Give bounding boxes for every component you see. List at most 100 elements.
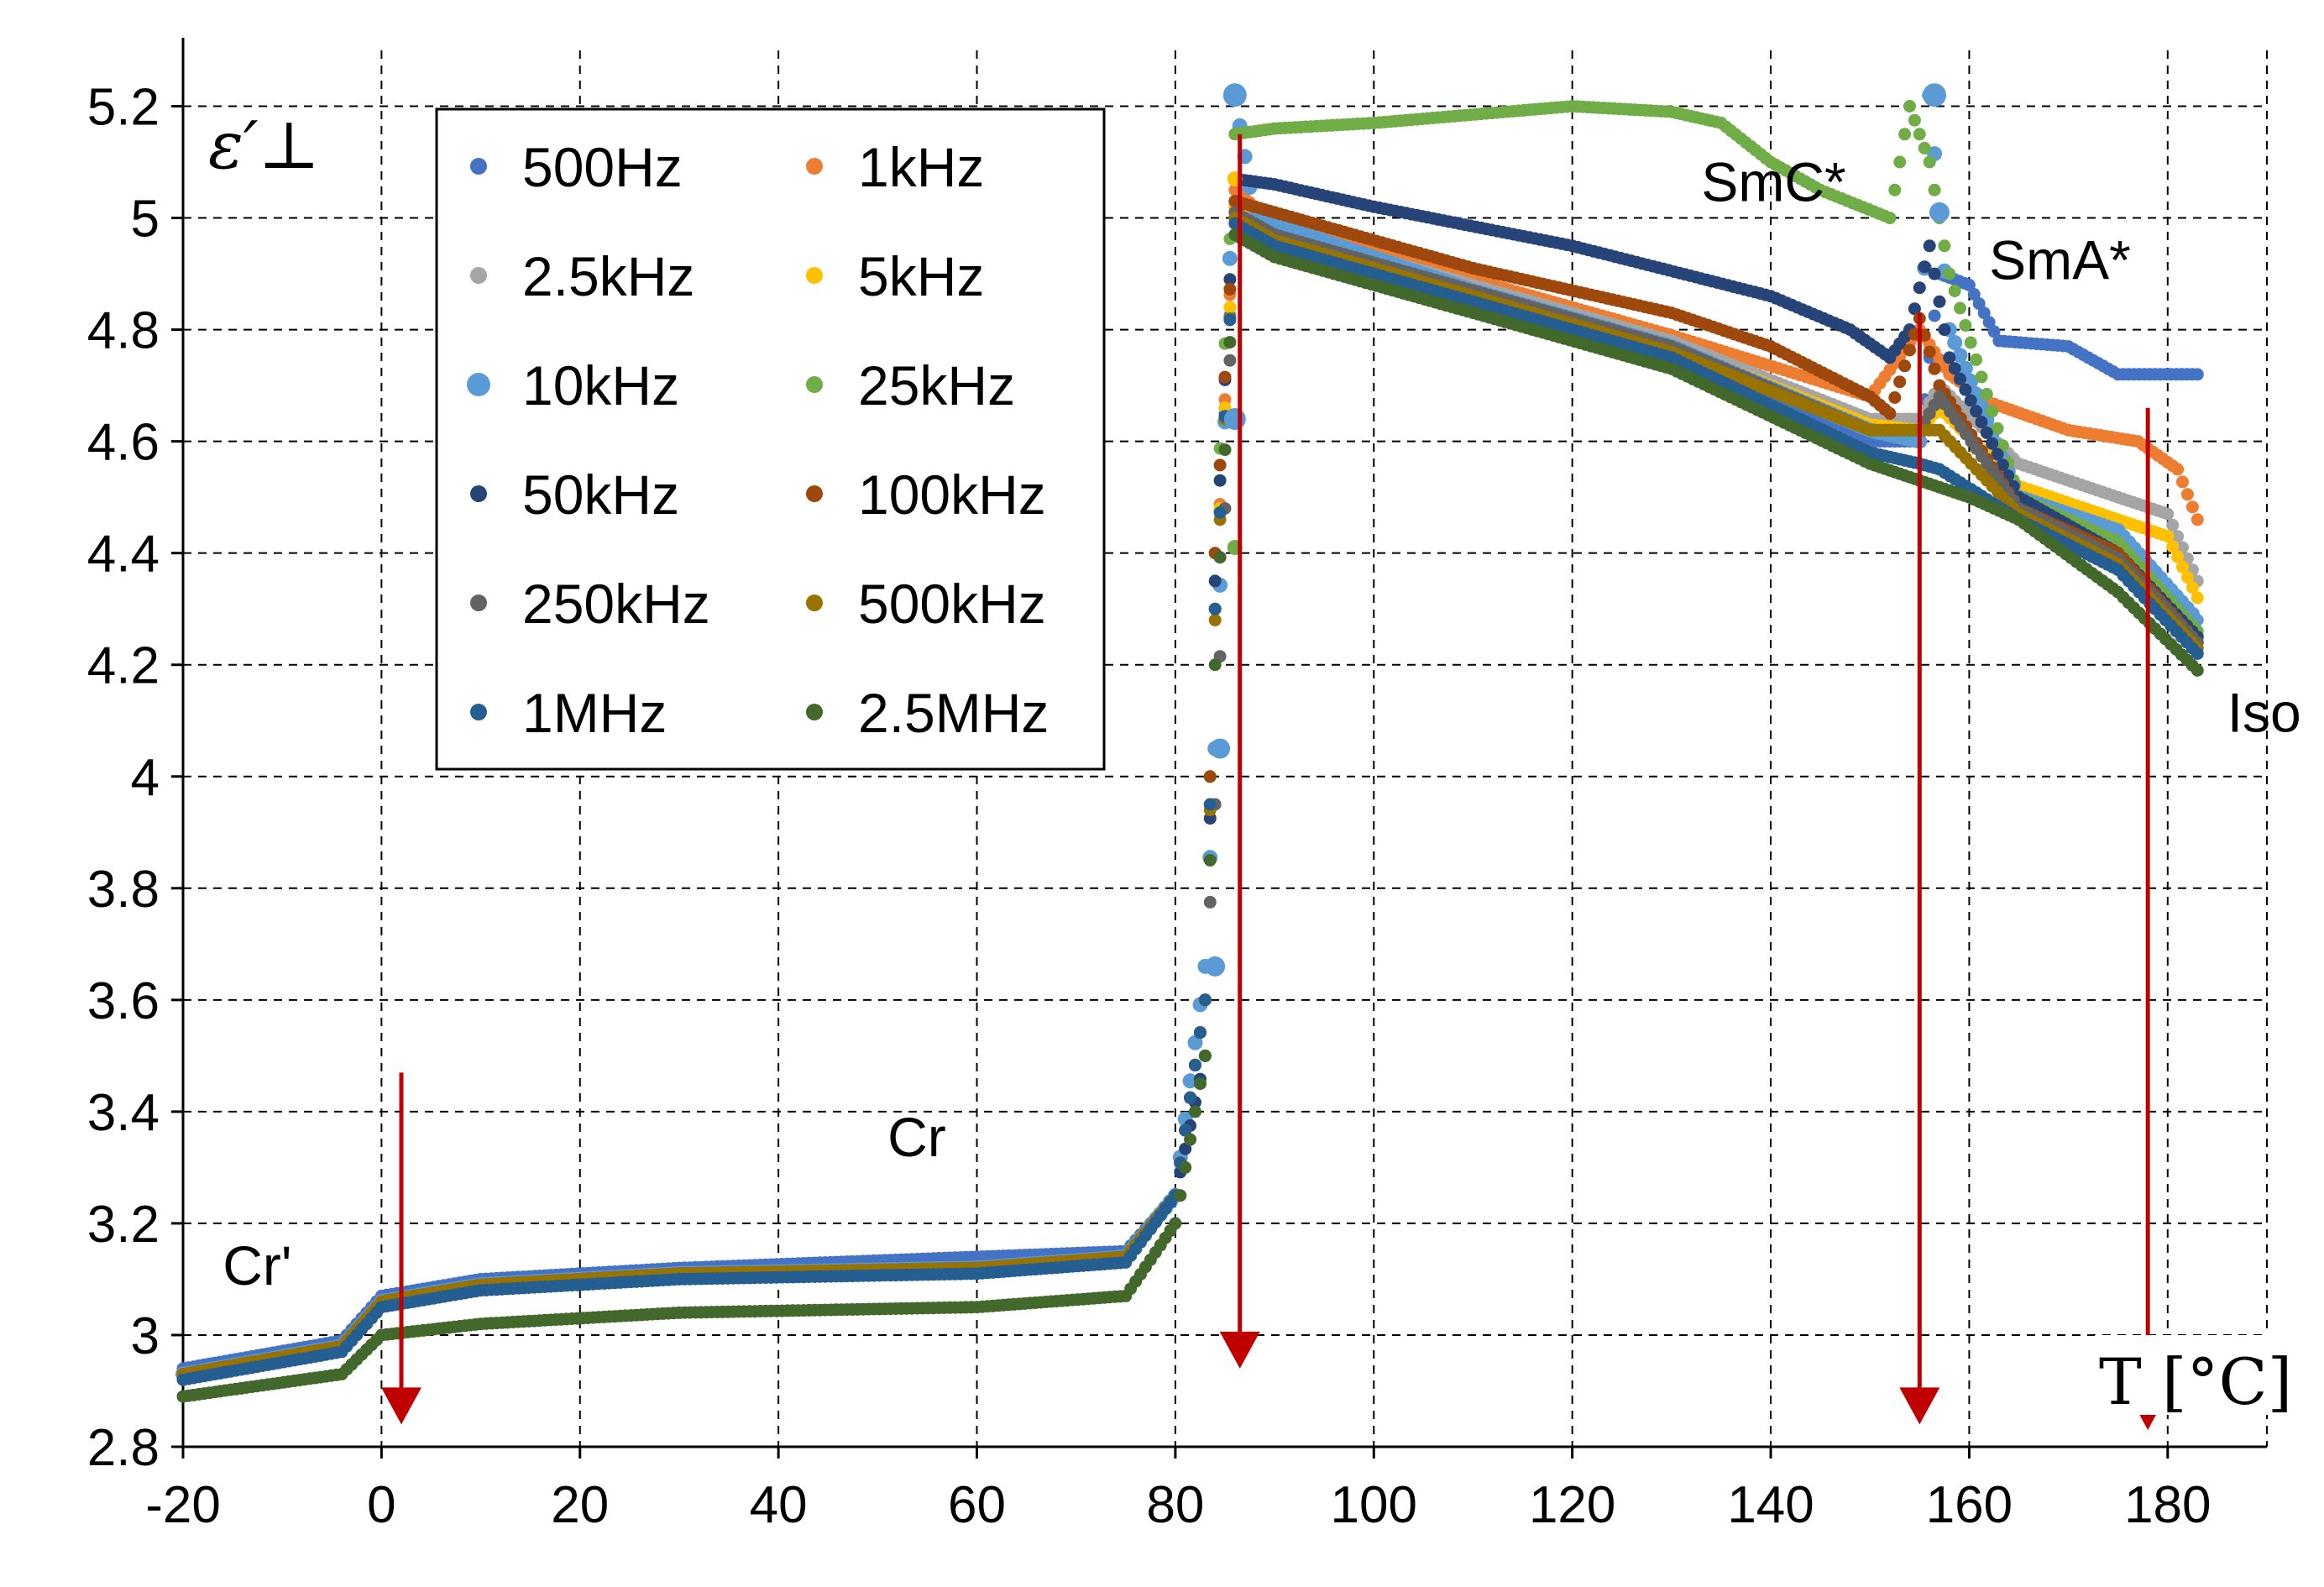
data-point <box>2176 560 2189 574</box>
x-tick-label: -20 <box>145 1476 221 1534</box>
legend-item: 100kHz <box>806 464 1046 526</box>
data-point <box>2185 500 2199 514</box>
x-tick-label: 0 <box>367 1476 395 1534</box>
data-point <box>1184 1091 1197 1104</box>
data-point <box>2171 463 2185 476</box>
data-point <box>2180 571 2194 584</box>
legend-item: 250kHz <box>470 573 710 635</box>
data-point <box>1977 306 1991 320</box>
x-axis-label: T [°C] <box>2095 1335 2305 1419</box>
data-point <box>1218 370 1232 384</box>
data-point <box>1943 267 1956 280</box>
data-point <box>1898 128 1912 141</box>
data-point <box>1918 141 1931 155</box>
data-point <box>1213 551 1227 564</box>
legend-label: 25kHz <box>858 354 1015 416</box>
legend-label: 1kHz <box>858 136 984 198</box>
y-tick-label: 3.6 <box>87 972 160 1030</box>
legend-marker <box>806 485 823 502</box>
data-point <box>1222 250 1238 266</box>
legend-label: 5kHz <box>858 245 984 307</box>
data-point <box>1179 1160 1192 1174</box>
data-point <box>1952 348 1968 364</box>
data-point <box>1938 323 1951 337</box>
data-point <box>1208 614 1222 626</box>
data-point <box>1970 353 1983 366</box>
legend-label: 100kHz <box>858 464 1046 526</box>
data-point <box>2191 591 2204 605</box>
legend-item: 5kHz <box>806 245 984 307</box>
data-point <box>1933 295 1946 308</box>
data-point <box>1908 113 1921 127</box>
y-tick-label: 4.6 <box>87 414 160 472</box>
data-point <box>1203 770 1217 783</box>
legend-item: 2.5kHz <box>470 245 694 307</box>
data-point <box>1962 278 1976 291</box>
x-tick-label: 120 <box>1529 1476 1615 1534</box>
data-point <box>1991 422 2004 435</box>
data-point <box>2171 530 2185 543</box>
legend-marker <box>470 704 487 720</box>
data-point <box>1883 212 1897 225</box>
legend-label: 250kHz <box>522 573 710 635</box>
legend-label: 2.5MHz <box>858 682 1049 744</box>
data-point <box>1986 437 1999 450</box>
x-tick-label: 100 <box>1331 1476 1417 1534</box>
data-point <box>1213 458 1227 472</box>
data-point <box>1888 391 1902 404</box>
data-point <box>1187 1034 1203 1050</box>
legend-marker <box>806 267 823 284</box>
legend-item: 1kHz <box>806 136 984 198</box>
legend-item: 500kHz <box>806 573 1046 635</box>
legend-marker <box>806 594 823 611</box>
x-tick-label: 80 <box>1146 1476 1204 1534</box>
y-tick-label: 5.2 <box>87 79 160 137</box>
x-axis-label-background <box>2095 1335 2305 1415</box>
y-tick-label: 2.8 <box>87 1419 160 1477</box>
data-point <box>1980 387 1993 401</box>
data-point <box>1964 394 1977 407</box>
data-point <box>1996 458 2009 472</box>
data-point <box>1189 1105 1201 1118</box>
data-point <box>1223 313 1237 327</box>
data-point <box>2176 475 2189 489</box>
data-point <box>1208 574 1222 588</box>
transition-arrow <box>381 1072 422 1425</box>
data-point <box>1898 359 1912 373</box>
data-point <box>2191 663 2204 677</box>
data-point <box>1174 1189 1187 1202</box>
data-point <box>1213 506 1227 519</box>
data-point <box>2176 541 2189 554</box>
data-point <box>2185 581 2199 594</box>
data-point <box>1929 202 1950 223</box>
data-point <box>1903 100 1916 113</box>
data-point <box>1972 297 1986 311</box>
x-axis-label-text: T [°C] <box>2099 1344 2292 1419</box>
data-point <box>1967 288 1981 301</box>
data-point <box>1959 319 1972 332</box>
legend-item: 50kHz <box>470 464 679 526</box>
arrow-head <box>1219 1331 1260 1369</box>
data-point <box>1223 354 1237 367</box>
x-tick-label: 160 <box>1926 1476 2013 1534</box>
phase-label: SmC* <box>1701 151 1845 213</box>
legend-item: 2.5MHz <box>806 682 1049 744</box>
data-point <box>1923 155 1936 169</box>
data-point <box>1213 474 1227 487</box>
data-point <box>1194 1026 1206 1040</box>
data-point <box>1923 345 1936 359</box>
data-point <box>1954 301 1966 315</box>
data-point <box>1189 1058 1201 1071</box>
data-point <box>1210 738 1231 759</box>
axes <box>181 38 2267 1448</box>
data-point <box>1908 302 1921 316</box>
legend-marker <box>467 373 490 396</box>
data-point <box>1198 1049 1212 1062</box>
data-point <box>1208 658 1222 672</box>
legend-label: 10kHz <box>522 354 679 416</box>
legend-item: 25kHz <box>806 354 1015 416</box>
legend-marker <box>806 158 823 175</box>
x-tick-label: 20 <box>551 1476 609 1534</box>
